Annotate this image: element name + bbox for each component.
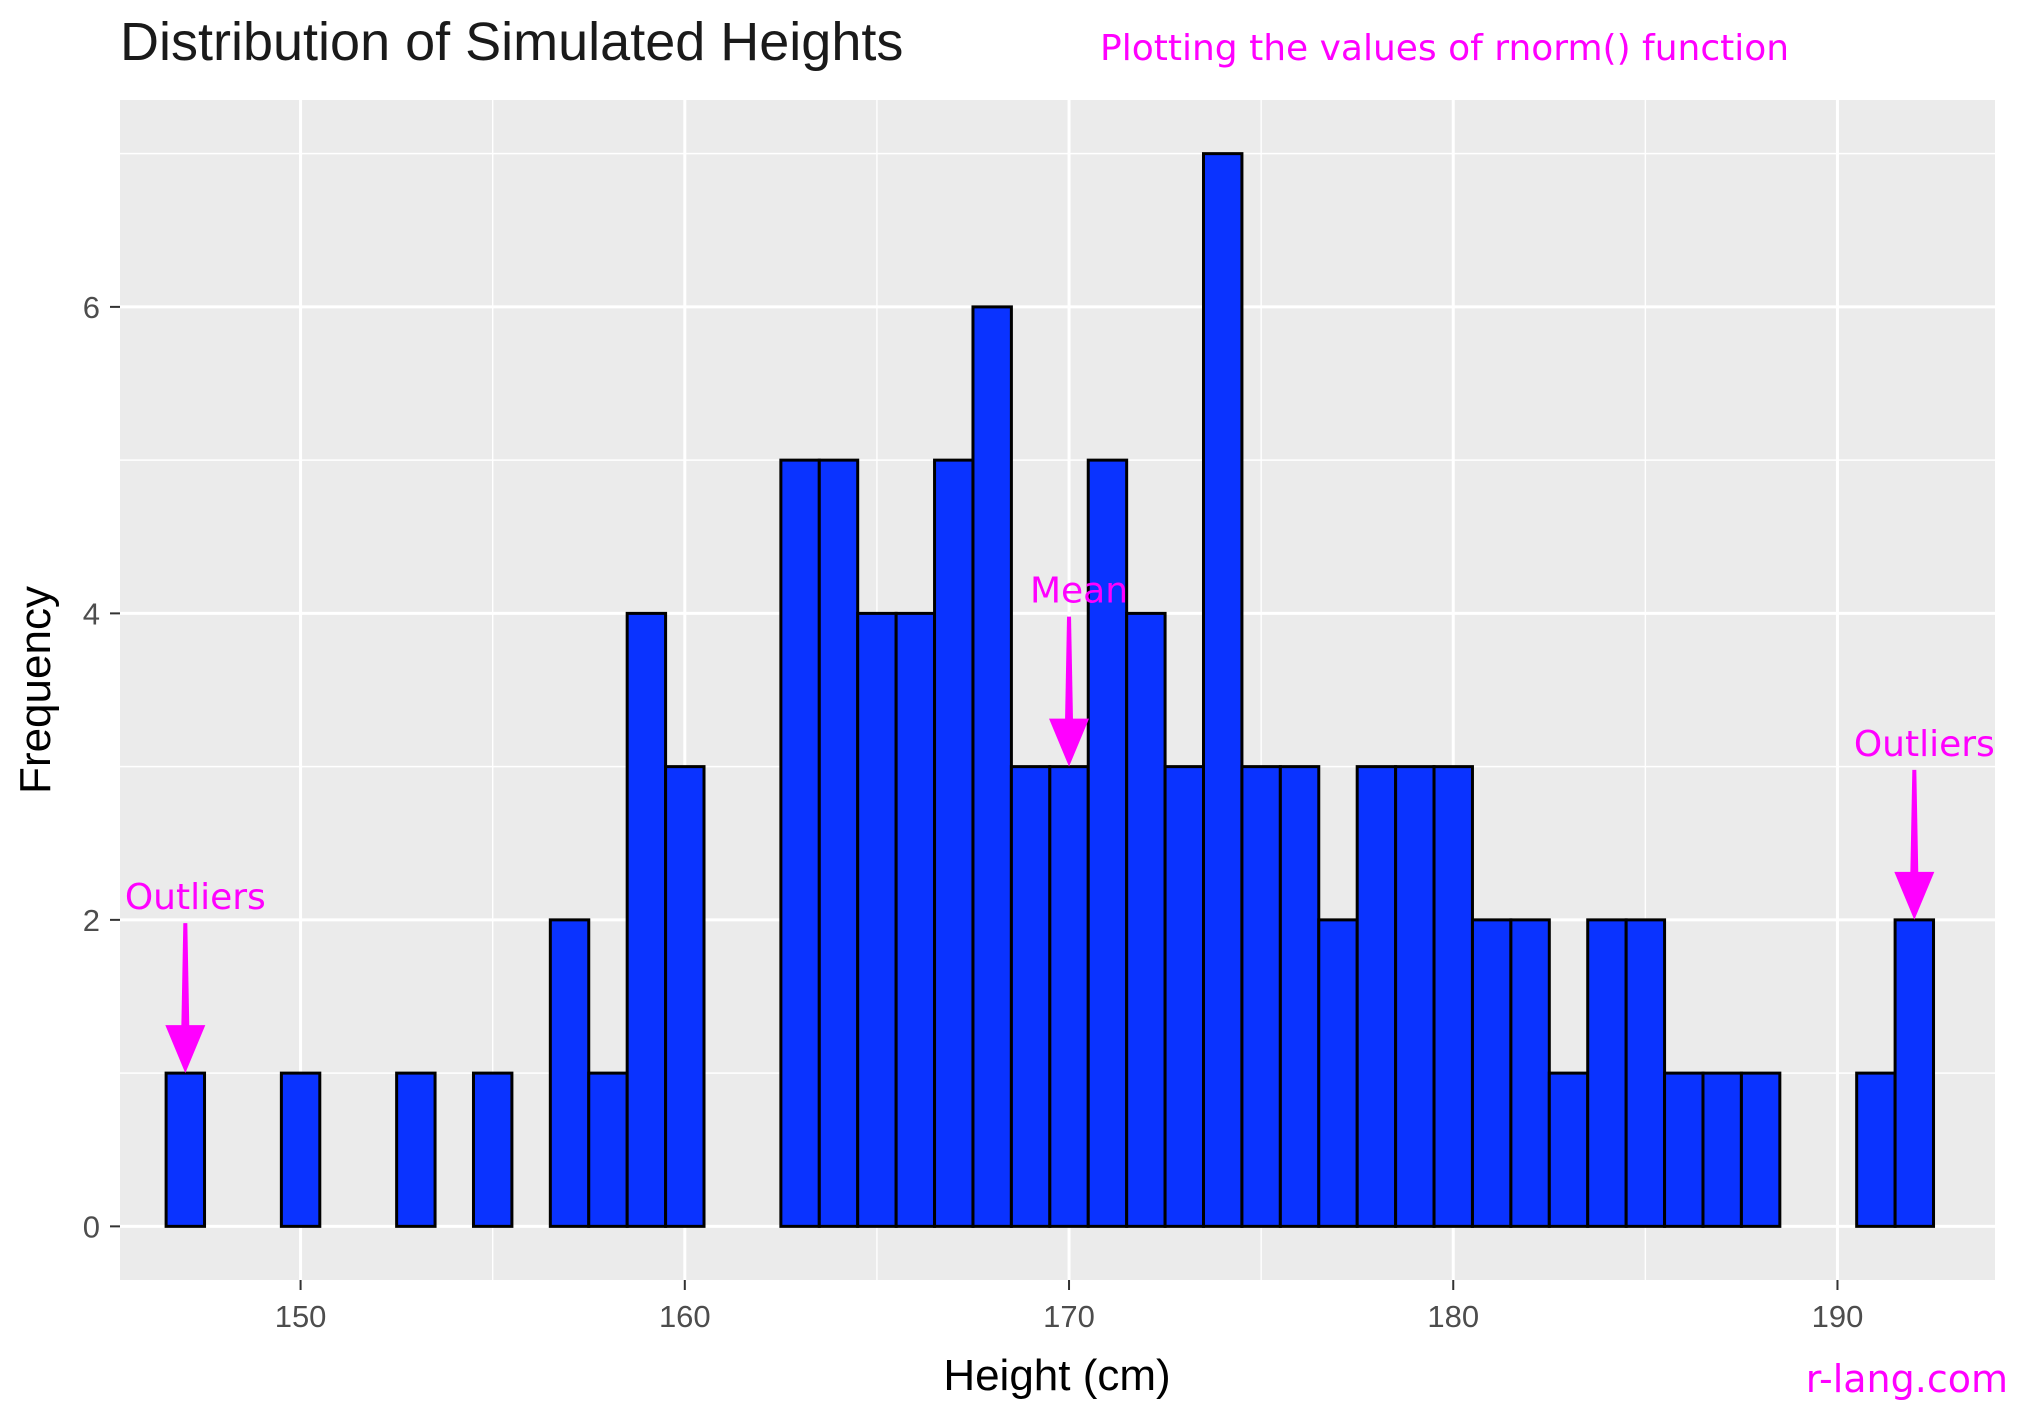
histogram-bar — [471, 1071, 514, 1228]
x-tick-label: 190 — [1812, 1299, 1864, 1334]
histogram-bar — [664, 765, 706, 1228]
histogram-bar — [856, 611, 898, 1228]
histogram-bar — [1240, 765, 1282, 1228]
annotation-outliers: Outliers — [125, 877, 266, 1074]
histogram-bar — [1739, 1071, 1782, 1228]
histogram-bar — [1624, 918, 1667, 1228]
chart-subtitle: Plotting the values of rnorm() function — [1100, 28, 1789, 69]
histogram-bar — [1509, 918, 1551, 1228]
histogram-bar — [1317, 918, 1359, 1228]
annotation-outliers: Outliers — [1854, 724, 1995, 920]
histogram-bar — [933, 458, 975, 1228]
histogram-bar — [1125, 611, 1167, 1228]
histogram-bar — [1663, 1071, 1705, 1228]
histogram-bar — [1701, 1071, 1743, 1228]
watermark-text: r-lang.com — [1806, 1357, 2008, 1401]
histogram-bars — [164, 152, 1936, 1228]
histogram-bar — [164, 1071, 207, 1228]
histogram-bar — [1202, 152, 1244, 1228]
histogram-bar — [548, 918, 591, 1228]
histogram-bar — [817, 458, 860, 1228]
x-tick-label: 170 — [1043, 1299, 1095, 1334]
histogram-bar — [971, 305, 1013, 1228]
histogram-bar — [395, 1071, 437, 1228]
annotations: Outliers Mean Outliers — [125, 571, 1995, 1074]
histogram-bar — [1009, 765, 1052, 1228]
histogram-bar — [1586, 918, 1628, 1228]
arrow-head-icon — [1049, 718, 1090, 767]
histogram-bar — [625, 611, 668, 1228]
x-tick-label: 150 — [275, 1299, 327, 1334]
arrow-head-icon — [165, 1025, 206, 1074]
histogram-bar — [779, 458, 821, 1228]
annotation-mean: Mean — [1030, 571, 1128, 767]
arrow-shaft — [1910, 769, 1919, 875]
histogram-bar — [1855, 1071, 1897, 1228]
annotation-label: Outliers — [1854, 724, 1995, 765]
axes: 150 160 170 180 190 0 2 4 6 — [83, 290, 1864, 1334]
arrow-head-icon — [1894, 871, 1935, 920]
y-tick-label: 2 — [83, 903, 100, 938]
x-tick-label: 160 — [659, 1299, 711, 1334]
arrow-shaft — [181, 923, 190, 1029]
x-axis-title: Height (cm) — [943, 1351, 1170, 1400]
chart-title: Distribution of Simulated Heights — [120, 12, 903, 72]
histogram-bar — [1048, 765, 1090, 1228]
y-axis-title: Frequency — [11, 586, 60, 794]
annotation-label: Outliers — [125, 877, 266, 918]
histogram-bar — [1163, 765, 1206, 1228]
histogram-bar — [1893, 918, 1936, 1228]
arrow-shaft — [1065, 616, 1074, 722]
histogram-bar — [894, 611, 937, 1228]
y-tick-label: 6 — [83, 290, 100, 325]
histogram-bar — [1432, 765, 1474, 1228]
y-tick-label: 4 — [83, 596, 100, 631]
annotation-label: Mean — [1030, 571, 1128, 612]
histogram-bar — [1355, 765, 1398, 1228]
histogram-bar — [279, 1071, 322, 1228]
x-tick-label: 180 — [1427, 1299, 1479, 1334]
histogram-bar — [1086, 458, 1129, 1228]
histogram-bar — [587, 1071, 629, 1228]
histogram-bar — [1278, 765, 1321, 1228]
histogram-bar — [1547, 1071, 1590, 1228]
y-tick-label: 0 — [83, 1209, 100, 1244]
histogram-bar — [1394, 765, 1436, 1228]
histogram-bar — [1470, 918, 1513, 1228]
